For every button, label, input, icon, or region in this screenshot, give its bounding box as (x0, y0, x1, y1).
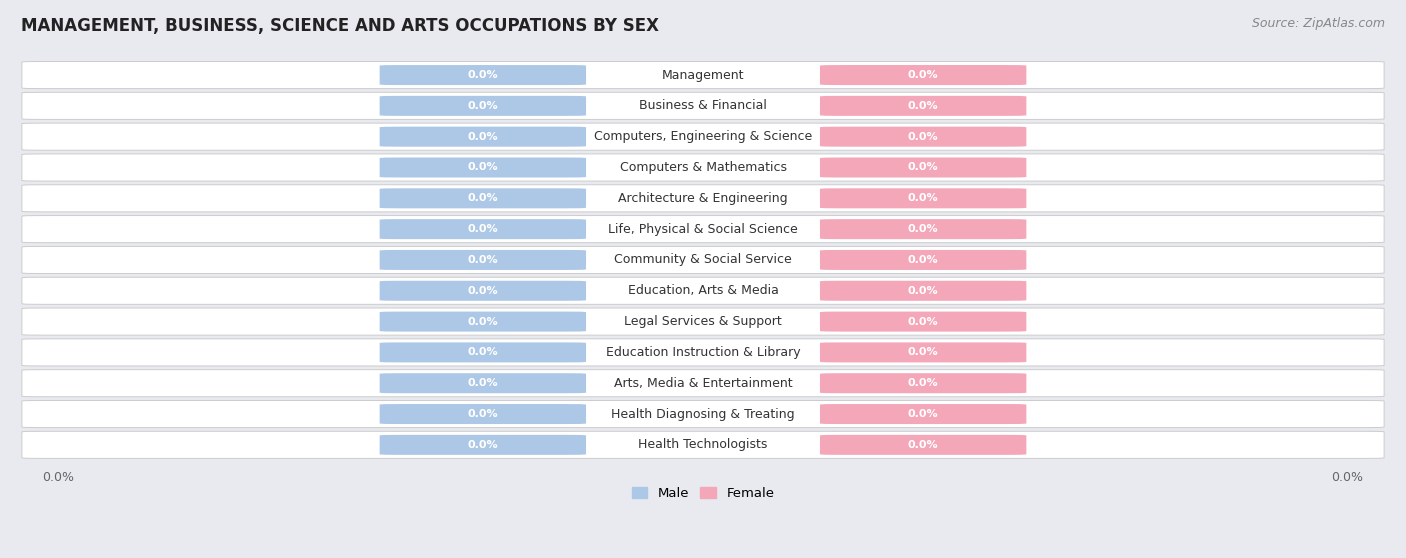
FancyBboxPatch shape (380, 157, 586, 177)
Text: 0.0%: 0.0% (908, 409, 938, 419)
FancyBboxPatch shape (380, 219, 586, 239)
Text: MANAGEMENT, BUSINESS, SCIENCE AND ARTS OCCUPATIONS BY SEX: MANAGEMENT, BUSINESS, SCIENCE AND ARTS O… (21, 17, 659, 35)
Text: Life, Physical & Social Science: Life, Physical & Social Science (609, 223, 797, 235)
FancyBboxPatch shape (820, 65, 1026, 85)
FancyBboxPatch shape (380, 435, 586, 455)
FancyBboxPatch shape (22, 154, 1384, 181)
Text: 0.0%: 0.0% (908, 255, 938, 265)
Text: 0.0%: 0.0% (42, 471, 75, 484)
Text: 0.0%: 0.0% (908, 316, 938, 326)
Text: Education, Arts & Media: Education, Arts & Media (627, 284, 779, 297)
FancyBboxPatch shape (820, 127, 1026, 147)
FancyBboxPatch shape (22, 185, 1384, 212)
FancyBboxPatch shape (22, 92, 1384, 119)
Text: Management: Management (662, 69, 744, 81)
Text: 0.0%: 0.0% (908, 378, 938, 388)
Text: 0.0%: 0.0% (468, 378, 498, 388)
Text: Computers & Mathematics: Computers & Mathematics (620, 161, 786, 174)
FancyBboxPatch shape (22, 431, 1384, 459)
FancyBboxPatch shape (820, 250, 1026, 270)
FancyBboxPatch shape (820, 311, 1026, 331)
Text: 0.0%: 0.0% (908, 193, 938, 203)
Text: 0.0%: 0.0% (468, 193, 498, 203)
Text: Community & Social Service: Community & Social Service (614, 253, 792, 267)
FancyBboxPatch shape (22, 339, 1384, 366)
Text: 0.0%: 0.0% (908, 162, 938, 172)
FancyBboxPatch shape (22, 308, 1384, 335)
FancyBboxPatch shape (22, 369, 1384, 397)
FancyBboxPatch shape (380, 281, 586, 301)
Legend: Male, Female: Male, Female (626, 482, 780, 506)
Text: Health Diagnosing & Treating: Health Diagnosing & Treating (612, 407, 794, 421)
FancyBboxPatch shape (820, 435, 1026, 455)
Text: 0.0%: 0.0% (908, 440, 938, 450)
FancyBboxPatch shape (820, 373, 1026, 393)
FancyBboxPatch shape (380, 343, 586, 362)
Text: Business & Financial: Business & Financial (640, 99, 766, 112)
Text: 0.0%: 0.0% (468, 440, 498, 450)
FancyBboxPatch shape (22, 401, 1384, 427)
FancyBboxPatch shape (22, 123, 1384, 150)
Text: 0.0%: 0.0% (908, 132, 938, 142)
FancyBboxPatch shape (820, 343, 1026, 362)
Text: 0.0%: 0.0% (468, 101, 498, 111)
FancyBboxPatch shape (380, 127, 586, 147)
Text: 0.0%: 0.0% (908, 224, 938, 234)
Text: 0.0%: 0.0% (468, 132, 498, 142)
FancyBboxPatch shape (820, 157, 1026, 177)
FancyBboxPatch shape (380, 250, 586, 270)
Text: 0.0%: 0.0% (468, 70, 498, 80)
Text: 0.0%: 0.0% (908, 70, 938, 80)
Text: Health Technologists: Health Technologists (638, 439, 768, 451)
Text: Computers, Engineering & Science: Computers, Engineering & Science (593, 130, 813, 143)
FancyBboxPatch shape (380, 311, 586, 331)
Text: Education Instruction & Library: Education Instruction & Library (606, 346, 800, 359)
Text: 0.0%: 0.0% (1331, 471, 1364, 484)
Text: 0.0%: 0.0% (908, 348, 938, 358)
Text: 0.0%: 0.0% (908, 286, 938, 296)
FancyBboxPatch shape (820, 404, 1026, 424)
FancyBboxPatch shape (820, 188, 1026, 208)
Text: 0.0%: 0.0% (468, 348, 498, 358)
FancyBboxPatch shape (22, 215, 1384, 243)
FancyBboxPatch shape (22, 247, 1384, 273)
Text: 0.0%: 0.0% (468, 286, 498, 296)
Text: 0.0%: 0.0% (468, 316, 498, 326)
Text: Legal Services & Support: Legal Services & Support (624, 315, 782, 328)
Text: 0.0%: 0.0% (468, 409, 498, 419)
FancyBboxPatch shape (22, 61, 1384, 89)
FancyBboxPatch shape (380, 65, 586, 85)
FancyBboxPatch shape (820, 281, 1026, 301)
Text: 0.0%: 0.0% (468, 224, 498, 234)
FancyBboxPatch shape (380, 404, 586, 424)
Text: Arts, Media & Entertainment: Arts, Media & Entertainment (613, 377, 793, 389)
Text: 0.0%: 0.0% (468, 162, 498, 172)
FancyBboxPatch shape (820, 96, 1026, 116)
Text: Architecture & Engineering: Architecture & Engineering (619, 192, 787, 205)
FancyBboxPatch shape (820, 219, 1026, 239)
Text: Source: ZipAtlas.com: Source: ZipAtlas.com (1251, 17, 1385, 30)
FancyBboxPatch shape (22, 277, 1384, 304)
FancyBboxPatch shape (380, 96, 586, 116)
FancyBboxPatch shape (380, 188, 586, 208)
FancyBboxPatch shape (380, 373, 586, 393)
Text: 0.0%: 0.0% (908, 101, 938, 111)
Text: 0.0%: 0.0% (468, 255, 498, 265)
